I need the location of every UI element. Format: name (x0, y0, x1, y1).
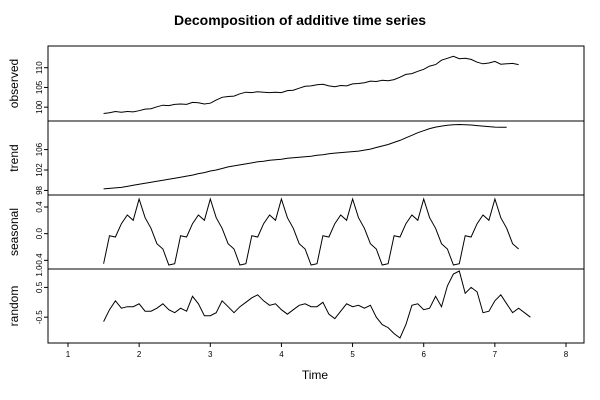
y-tick-label: 1.0 (35, 265, 44, 277)
x-tick-label: 7 (493, 350, 498, 359)
panel-frame (47, 45, 585, 122)
y-tick-label: 0.0 (35, 228, 44, 240)
y-tick-label: 98 (35, 185, 44, 194)
y-tick-label: 110 (35, 61, 44, 74)
x-axis: 1 2 3 4 5 6 7 8 (66, 342, 569, 359)
panel-frame (47, 120, 585, 196)
x-tick-label: 5 (350, 350, 355, 359)
panels-layer: 100 105 110 observed 98 102 106 trend -0.4 0.0 0.4… (7, 45, 585, 344)
x-tick-label: 3 (208, 350, 213, 359)
x-tick-label: 1 (66, 350, 71, 359)
panel-ylabel-random: random (7, 286, 21, 327)
x-tick-label: 6 (421, 350, 426, 359)
y-tick-label: -0.5 (35, 310, 44, 324)
panel-seasonal: -0.4 0.0 0.4 seasonal (7, 194, 585, 270)
panel-ylabel-seasonal: seasonal (7, 208, 21, 256)
x-tick-label: 2 (137, 350, 142, 359)
panel-frame (47, 268, 585, 344)
y-tick-label: -0.4 (35, 253, 44, 267)
series-line-seasonal (103, 197, 519, 266)
panel-random: -0.5 0.5 1.0 random (7, 265, 585, 344)
x-tick-label: 8 (564, 350, 569, 359)
y-tick-label: 0.5 (35, 281, 44, 293)
chart-title: Decomposition of additive time series (174, 12, 426, 28)
panel-observed: 100 105 110 observed (7, 45, 585, 122)
y-tick-label: 106 (35, 142, 44, 156)
y-tick-label: 105 (35, 80, 44, 94)
x-tick-label: 4 (279, 350, 284, 359)
series-line-trend (103, 123, 507, 190)
y-tick-label: 100 (35, 100, 44, 114)
series-line-random (103, 270, 531, 339)
y-tick-label: 102 (35, 163, 44, 177)
panel-ylabel-trend: trend (7, 144, 21, 171)
panel-trend: 98 102 106 trend (7, 120, 585, 196)
panel-ylabel-observed: observed (7, 59, 21, 108)
series-line-observed (103, 55, 519, 114)
x-axis-label: Time (302, 368, 329, 382)
panel-frame (47, 194, 585, 270)
y-tick-label: 0.4 (35, 201, 44, 213)
